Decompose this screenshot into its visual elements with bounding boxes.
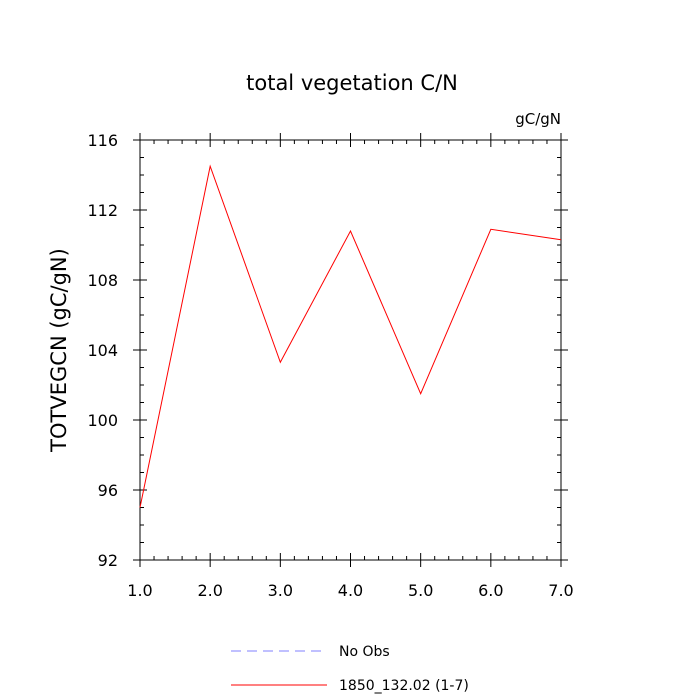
- y-tick-label: 100: [87, 411, 118, 430]
- y-tick-label: 96: [98, 481, 118, 500]
- series-layer: [139, 164, 562, 508]
- legend: No Obs 1850_132.02 (1-7): [231, 644, 469, 694]
- major-ticks: [133, 133, 568, 567]
- legend-label-series: 1850_132.02 (1-7): [339, 678, 469, 694]
- x-tick-label: 4.0: [338, 581, 363, 600]
- x-tick-label: 5.0: [408, 581, 433, 600]
- x-tick-label: 1.0: [127, 581, 152, 600]
- chart-title: total vegetation C/N: [246, 71, 458, 95]
- x-tick-label: 2.0: [197, 581, 222, 600]
- y-tick-label: 104: [87, 341, 118, 360]
- y-tick-label: 112: [87, 201, 118, 220]
- legend-label-no-obs: No Obs: [339, 644, 390, 660]
- plot-frame: [139, 139, 562, 561]
- minor-ticks: [140, 140, 561, 560]
- x-tick-label: 6.0: [478, 581, 503, 600]
- y-tick-label: 116: [87, 131, 118, 150]
- units-label: gC/gN: [515, 110, 561, 128]
- y-axis-label: TOTVEGCN (gC/gN): [47, 248, 71, 453]
- tick-labels: 1.0 2.0 3.0 4.0 5.0 6.0 7.0 92 96 100 104 108 112 116: [87, 131, 573, 600]
- y-tick-label: 108: [87, 271, 118, 290]
- series-line: [139, 164, 562, 508]
- x-tick-label: 3.0: [268, 581, 293, 600]
- y-tick-label: 92: [98, 551, 118, 570]
- x-tick-label: 7.0: [548, 581, 573, 600]
